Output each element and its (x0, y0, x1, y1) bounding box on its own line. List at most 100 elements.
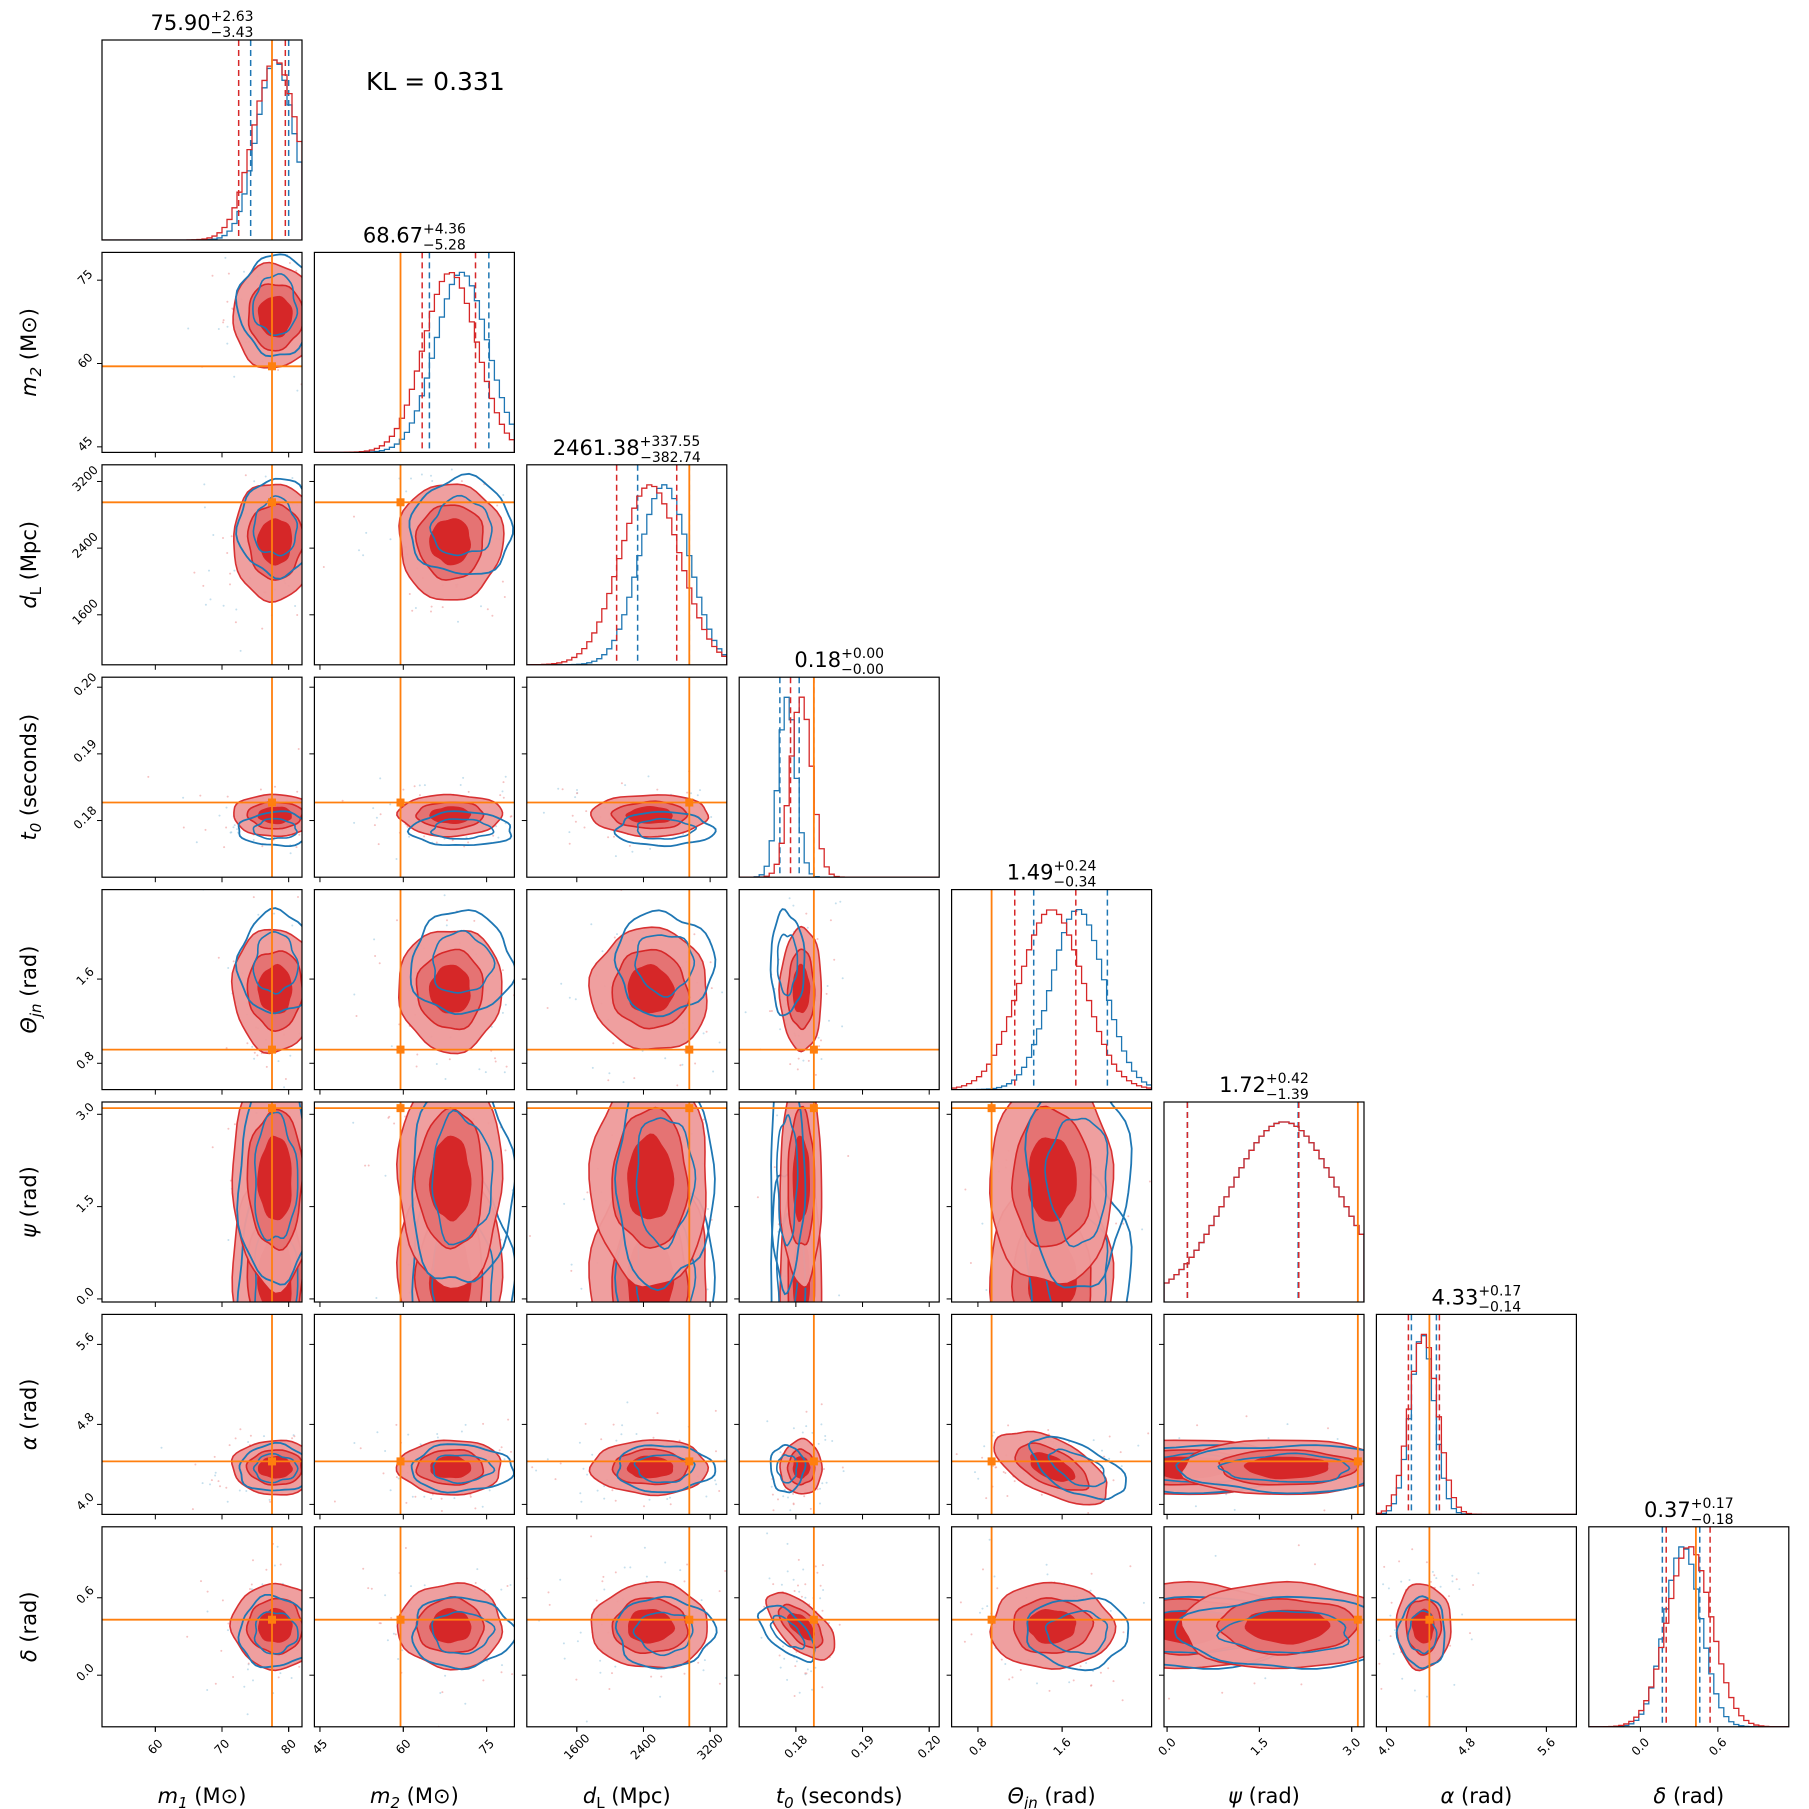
sample-point (963, 1640, 966, 1643)
sample-point (824, 1435, 827, 1437)
sample-point (574, 796, 577, 799)
axes-frame (101, 888, 303, 1091)
sample-point (1168, 1697, 1170, 1700)
contour-red-inner (792, 1135, 811, 1223)
sample-point (1327, 1427, 1329, 1430)
sample-point (703, 1659, 706, 1662)
x-tick-label: 2400 (628, 1731, 659, 1762)
sample-point (1114, 1609, 1116, 1611)
sample-point (709, 961, 712, 964)
x-tick-label: 0.0 (1629, 1735, 1652, 1758)
label-symbol: α (1441, 1784, 1455, 1808)
sample-point (820, 1423, 823, 1426)
hist-blue (1588, 1546, 1789, 1727)
label-symbol: d (17, 595, 41, 609)
sample-point (1101, 1449, 1103, 1452)
truth-marker (268, 1457, 276, 1466)
sample-point (985, 1497, 988, 1500)
sample-point (320, 841, 322, 843)
sample-point (361, 598, 363, 600)
sample-point (338, 1583, 340, 1585)
sample-point (276, 1545, 279, 1548)
sample-point (389, 538, 392, 541)
axes-frame (101, 1526, 303, 1728)
truth-marker (396, 1615, 405, 1624)
scatter-panel-m1-psi: 0.0 1.5 3.0 ψ (rad) (17, 1100, 303, 1308)
sample-point (576, 789, 578, 791)
sample-point (807, 1059, 810, 1062)
sample-point (620, 782, 623, 785)
sample-point (841, 1025, 844, 1028)
sample-point (395, 1476, 398, 1479)
sample-point (339, 1665, 341, 1667)
sample-point (571, 814, 574, 817)
label-symbol: Θ (1008, 1784, 1025, 1808)
sample-point (210, 1479, 213, 1482)
sample-point (324, 330, 326, 332)
hist-red (314, 271, 515, 453)
sample-point (681, 1063, 684, 1066)
sample-point (563, 1097, 565, 1099)
truth-marker (685, 1457, 694, 1466)
label-subscript: 1 (178, 1794, 188, 1809)
sample-point (649, 847, 652, 850)
sample-point (656, 1412, 659, 1415)
sample-point (222, 604, 225, 607)
contour-blue-outer (408, 472, 515, 576)
sample-point (1194, 1505, 1197, 1508)
title-value: 1.49 (1007, 861, 1054, 885)
truth-marker (268, 1045, 276, 1054)
sample-point (530, 1121, 532, 1123)
sample-point (225, 1047, 228, 1050)
sample-point (375, 816, 378, 819)
sample-point (718, 1490, 721, 1492)
sample-point (600, 1438, 603, 1441)
sample-point (329, 1482, 331, 1484)
x-axis-label: t0 (seconds) (776, 1784, 903, 1809)
sample-point (1394, 1629, 1397, 1632)
sample-point (1050, 1326, 1052, 1328)
sample-point (1115, 1222, 1118, 1225)
sample-point (769, 1091, 771, 1093)
label-unit: (rad) (17, 946, 41, 1004)
sample-point (1120, 1465, 1123, 1468)
sample-point (289, 1054, 292, 1057)
sample-point (1393, 1464, 1395, 1466)
sample-point (1161, 1190, 1163, 1192)
sample-point (225, 1486, 228, 1489)
label-unit: (M⊙) (400, 1784, 459, 1808)
axes-frame (313, 1313, 515, 1516)
plot-area (1114, 1526, 1496, 1727)
sample-point (702, 1118, 705, 1121)
sample-point (206, 1610, 209, 1613)
sample-point (218, 814, 221, 817)
sample-point (801, 1431, 804, 1434)
label-symbol: Θ (17, 1017, 41, 1034)
sample-point (786, 1094, 788, 1096)
sample-point (823, 1468, 825, 1470)
sample-point (943, 1462, 945, 1464)
sample-point (1423, 1467, 1425, 1469)
sample-point (652, 1346, 654, 1348)
sample-point (546, 1007, 549, 1009)
sample-point (816, 938, 819, 940)
sample-point (420, 1343, 422, 1345)
plot-area (739, 677, 940, 878)
sample-point (747, 827, 749, 829)
axes-frame (526, 888, 728, 1091)
sample-point (702, 1669, 705, 1672)
sample-point (783, 1488, 786, 1491)
sample-point (1090, 1684, 1093, 1687)
sample-point (804, 1351, 806, 1353)
x-tick-label: 70 (212, 1736, 233, 1757)
sample-point (1494, 1663, 1496, 1665)
sample-point (807, 1070, 809, 1072)
panel-title: 1.49+0.24 −0.34 (1007, 859, 1097, 891)
sample-point (1108, 1457, 1111, 1460)
sample-point (312, 324, 314, 326)
sample-point (303, 1460, 305, 1462)
sample-point (462, 776, 465, 779)
scatter-panel-m1-t0: 0.18 0.19 0.20 t0 (seconds) (17, 670, 322, 883)
sample-point (206, 1689, 209, 1691)
sample-point (304, 508, 306, 510)
